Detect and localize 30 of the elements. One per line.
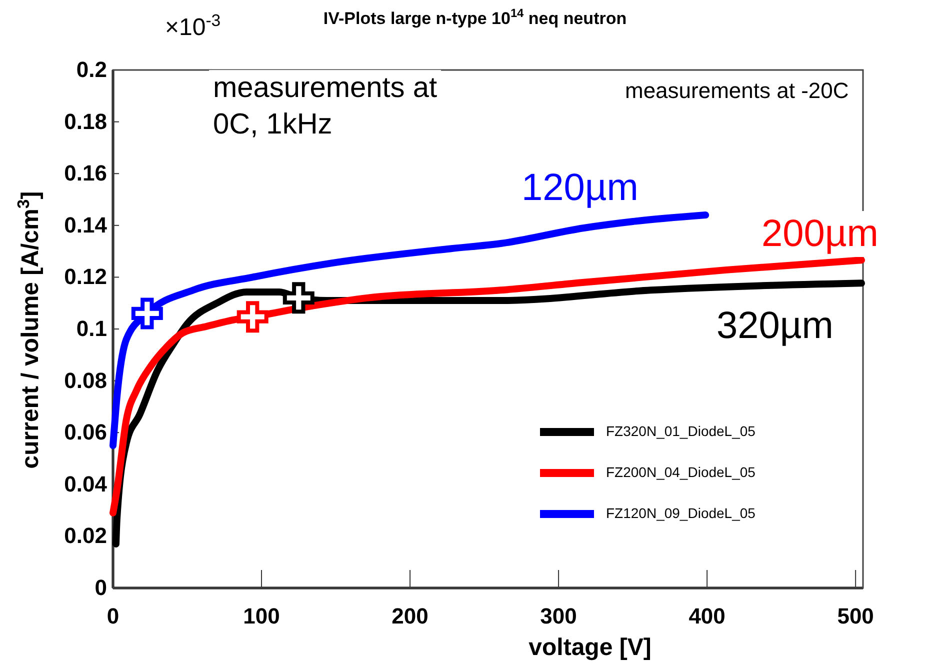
text: ×10$^{-3}$ (165, 10, 221, 41)
y-tick-label: 0.08 (64, 368, 107, 393)
point (236, 301, 268, 333)
legend-label: FZ120N_09_DiodeL_05 (606, 504, 756, 521)
legend-label: FZ320N_01_DiodeL_05 (606, 422, 756, 439)
y-tick-label: 0.2 (76, 57, 107, 82)
point (282, 282, 314, 314)
y-tick-label: 0.02 (64, 523, 107, 548)
x-axis-title: voltage [V] (528, 634, 652, 661)
chart-title: IV-Plots large n-type 10$^{14}$ neq neutron (323, 6, 627, 28)
x-tick-label: 100 (243, 604, 280, 629)
y-tick-label: 0.18 (64, 108, 107, 134)
x-tick-label: 400 (688, 604, 726, 629)
y-tick-label: 0.14 (64, 212, 108, 238)
x-tick-label: 200 (392, 604, 428, 629)
annotation: measurements at -20C (625, 78, 849, 103)
annotation: measurements at 0C, 1kHz (213, 72, 438, 140)
y-tick-label: 0.16 (64, 160, 107, 186)
y-tick-label: 0.04 (64, 471, 108, 496)
x-tick-label: 300 (540, 604, 577, 629)
y-tick-label: 0.1 (76, 316, 107, 342)
legend-label: FZ200N_04_DiodeL_05 (606, 464, 756, 480)
y-tick-label: 0 (94, 575, 107, 600)
annotation: 320µm (716, 305, 834, 347)
point (131, 298, 163, 330)
x-tick-label: 500 (837, 604, 874, 629)
annotation: 120µm (522, 167, 638, 209)
y-tick-label: 0.06 (64, 420, 107, 445)
y-tick-label: 0.12 (64, 264, 107, 290)
annotation: 200µm (762, 213, 878, 255)
